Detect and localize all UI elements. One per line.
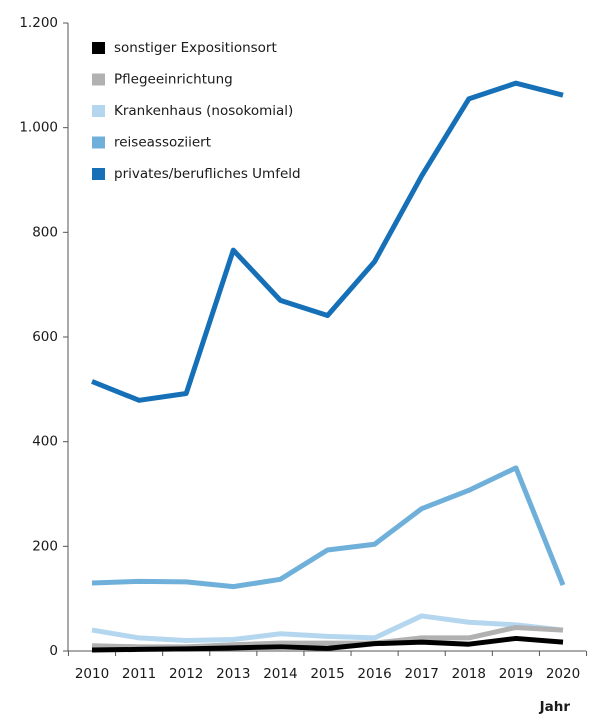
legend-label: privates/berufliches Umfeld [114,166,301,182]
y-tick-label: 600 [32,329,58,345]
x-tick-label: 2018 [452,666,486,682]
series-line [91,635,564,653]
legend-swatch [92,136,105,149]
legend-swatch [92,168,105,180]
x-axis-label: Jahr [539,699,571,715]
legend-swatch [92,73,105,86]
series-line [91,80,564,403]
y-tick-label: 200 [32,538,58,554]
legend-label: Pflegeeinrichtung [114,72,233,88]
y-tick-label: 1.000 [19,120,58,136]
x-tick-label: 2017 [405,666,439,682]
x-tick-label: 2012 [169,666,203,682]
x-tick-label: 2013 [216,666,250,682]
series-line [91,613,564,644]
x-tick-label: 2020 [546,666,580,682]
x-tick-label: 2016 [357,666,391,682]
legend-label: Krankenhaus (nosokomial) [114,103,293,119]
x-tick-label: 2019 [499,666,533,682]
x-tick-label: 2014 [263,666,297,682]
legend-label: reiseassoziiert [114,135,211,151]
y-tick-label: 0 [49,643,58,659]
x-tick-label: 2010 [75,666,109,682]
y-tick-label: 400 [32,434,58,450]
series-line [91,465,566,590]
legend-label: sonstiger Expositionsort [114,40,277,56]
legend-swatch [92,105,105,117]
y-tick-label: 1.200 [19,15,58,31]
x-tick-label: 2015 [310,666,344,682]
y-tick-label: 800 [32,224,58,240]
legend-swatch [92,42,105,54]
x-tick-label: 2011 [122,666,156,682]
